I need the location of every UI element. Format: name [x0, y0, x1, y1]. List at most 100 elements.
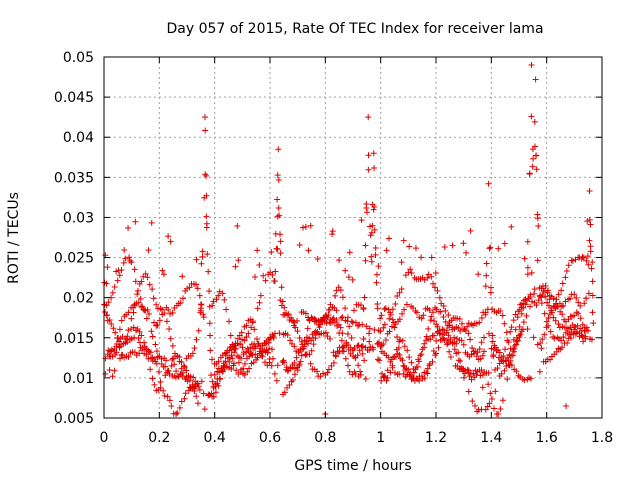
data-point — [589, 292, 596, 299]
data-point — [262, 277, 269, 284]
data-point — [535, 297, 542, 304]
data-point — [116, 326, 123, 333]
data-point — [176, 354, 183, 361]
data-point — [193, 256, 200, 263]
data-point — [241, 371, 248, 378]
data-point — [366, 347, 373, 354]
data-point — [116, 338, 123, 345]
data-point — [333, 287, 340, 294]
data-point — [125, 309, 132, 316]
data-point — [348, 335, 355, 342]
data-point — [193, 336, 200, 343]
data-point — [121, 247, 128, 254]
data-point — [583, 324, 590, 331]
y-tick-label: 0.02 — [63, 291, 94, 307]
data-point — [430, 332, 437, 339]
data-point — [275, 146, 282, 153]
x-axis-label: GPS time / hours — [294, 458, 411, 474]
data-point — [296, 361, 303, 368]
data-point — [559, 344, 566, 351]
data-point — [455, 349, 462, 356]
data-point — [415, 358, 422, 365]
data-point — [550, 295, 557, 302]
y-tick-label: 0.025 — [54, 251, 94, 267]
data-point — [423, 369, 430, 376]
data-point — [150, 295, 157, 302]
data-point — [368, 229, 375, 236]
data-point — [512, 326, 519, 333]
x-tick-label: 1.4 — [480, 430, 502, 446]
data-point — [463, 249, 470, 256]
x-tick-label: 0.6 — [259, 430, 281, 446]
data-point — [126, 254, 133, 261]
data-point — [399, 337, 406, 344]
data-point — [285, 311, 292, 318]
data-point — [178, 358, 185, 365]
data-point — [200, 311, 207, 318]
data-point — [202, 127, 209, 134]
data-point — [194, 380, 201, 387]
data-point — [200, 314, 207, 321]
data-point — [416, 314, 423, 321]
data-point — [193, 281, 200, 288]
data-point — [325, 366, 332, 373]
data-point — [308, 314, 315, 321]
y-tick-label: 0.04 — [63, 130, 94, 146]
data-point — [112, 329, 119, 336]
data-point — [571, 291, 578, 298]
data-point — [203, 224, 210, 231]
data-point — [187, 373, 194, 380]
data-point — [180, 362, 187, 369]
data-point — [522, 301, 529, 308]
data-point — [324, 369, 331, 376]
data-point — [410, 375, 417, 382]
data-point — [418, 254, 425, 261]
data-point — [371, 164, 378, 171]
data-point — [124, 333, 131, 340]
data-point — [152, 341, 159, 348]
data-point — [136, 328, 143, 335]
data-point — [276, 212, 283, 219]
data-point — [558, 287, 565, 294]
data-point — [489, 332, 496, 339]
data-point — [437, 308, 444, 315]
data-point — [485, 369, 492, 376]
data-point — [451, 346, 458, 353]
data-point — [473, 372, 480, 379]
data-point — [104, 264, 111, 271]
data-point — [423, 333, 430, 340]
data-point — [151, 319, 158, 326]
data-point — [531, 286, 538, 293]
data-point — [329, 316, 336, 323]
data-point — [340, 343, 347, 350]
data-point — [166, 397, 173, 404]
data-point — [365, 152, 372, 159]
data-point — [533, 152, 540, 159]
data-point — [148, 328, 155, 335]
data-point — [279, 298, 286, 305]
data-point — [509, 352, 516, 359]
data-point — [551, 335, 558, 342]
data-point — [293, 354, 300, 361]
data-point — [482, 283, 489, 290]
data-point — [116, 272, 123, 279]
data-point — [104, 312, 111, 319]
x-tick-label: 1.6 — [536, 430, 558, 446]
data-point — [141, 343, 148, 350]
data-point — [449, 242, 456, 249]
data-point — [359, 321, 366, 328]
data-point — [281, 389, 288, 396]
data-point — [589, 259, 596, 266]
data-point — [270, 335, 277, 342]
data-point — [583, 257, 590, 264]
data-point — [132, 278, 139, 285]
data-point — [298, 352, 305, 359]
data-point — [286, 381, 293, 388]
data-point — [356, 347, 363, 354]
data-point — [329, 231, 336, 238]
data-point — [581, 300, 588, 307]
data-point — [494, 365, 501, 372]
data-point — [486, 245, 493, 252]
data-point — [482, 309, 489, 316]
data-point — [510, 317, 517, 324]
